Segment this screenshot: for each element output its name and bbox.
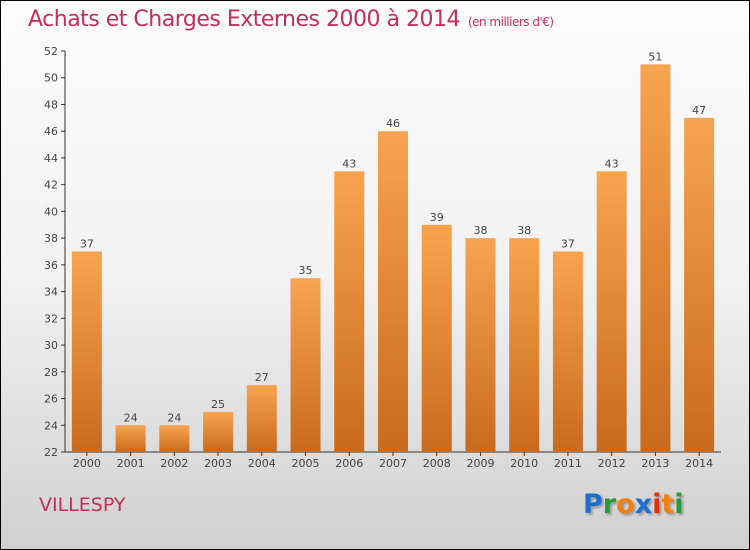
chart-title: Achats et Charges Externes 2000 à 2014 (e… [28, 7, 554, 32]
x-tick-label: 2013 [641, 457, 669, 470]
logo-letter: i [674, 489, 684, 520]
logo-letter: r [602, 489, 617, 520]
y-tick-label: 26 [44, 393, 58, 406]
data-label: 47 [692, 104, 706, 117]
data-label: 39 [430, 211, 444, 224]
x-tick-label: 2005 [292, 457, 320, 470]
x-tick-label: 2001 [117, 457, 145, 470]
logo-letter: P [583, 489, 603, 520]
logo-letter: o [616, 489, 635, 520]
x-tick-label: 2007 [379, 457, 407, 470]
data-label: 35 [299, 264, 313, 277]
x-tick-label: 2004 [248, 457, 276, 470]
bar-2009 [465, 238, 496, 452]
y-tick-label: 34 [44, 286, 58, 299]
x-tick-label: 2009 [466, 457, 494, 470]
bar-2014 [684, 117, 715, 452]
title-text: Achats et Charges Externes 2000 à 2014 [28, 7, 460, 32]
x-tick-label: 2003 [204, 457, 232, 470]
bar-2005 [290, 278, 321, 452]
y-tick-label: 52 [44, 45, 58, 58]
bar-2013 [640, 64, 671, 452]
y-tick-label: 44 [44, 152, 58, 165]
data-label: 43 [342, 157, 356, 170]
y-tick-label: 30 [44, 339, 58, 352]
data-label: 46 [386, 117, 400, 130]
y-tick-label: 48 [44, 98, 58, 111]
y-tick-label: 24 [44, 419, 58, 432]
data-label: 24 [167, 411, 181, 424]
y-tick-label: 28 [44, 366, 58, 379]
proxiti-logo: Proxiti [583, 489, 684, 520]
bar-2001 [115, 425, 146, 452]
data-label: 38 [517, 224, 531, 237]
x-tick-label: 2006 [335, 457, 363, 470]
bar-2000 [71, 251, 102, 452]
y-tick-label: 40 [44, 205, 58, 218]
y-tick-label: 46 [44, 125, 58, 138]
x-tick-label: 2011 [554, 457, 582, 470]
y-tick-label: 22 [44, 446, 58, 459]
x-tick-label: 2012 [598, 457, 626, 470]
bar-2012 [596, 171, 627, 453]
data-label: 24 [124, 411, 138, 424]
bar-2004 [246, 385, 277, 452]
y-tick-label: 38 [44, 232, 58, 245]
data-label: 43 [605, 157, 619, 170]
unit-label: (en milliers d'€) [467, 15, 554, 29]
x-tick-label: 2010 [510, 457, 538, 470]
logo-letter: i [652, 489, 662, 520]
y-tick-label: 36 [44, 259, 58, 272]
logo-letter: t [661, 489, 675, 520]
data-label: 51 [648, 50, 662, 63]
location-label: VILLESPY [39, 494, 126, 516]
y-tick-label: 50 [44, 72, 58, 85]
bar-2007 [378, 131, 408, 452]
bar-2008 [421, 224, 452, 452]
y-tick-label: 42 [44, 179, 58, 192]
data-label: 38 [473, 224, 487, 237]
bar-2006 [334, 171, 365, 453]
bar-2003 [203, 411, 234, 452]
x-tick-label: 2014 [685, 457, 713, 470]
data-label: 25 [211, 398, 225, 411]
y-tick-label: 32 [44, 312, 58, 325]
x-tick-label: 2002 [160, 457, 188, 470]
data-label: 27 [255, 371, 269, 384]
bar-2010 [509, 238, 540, 452]
data-label: 37 [80, 238, 94, 251]
bar-2011 [552, 251, 583, 452]
logo-letter: x [634, 489, 653, 520]
x-tick-label: 2008 [423, 457, 451, 470]
bar-2002 [159, 425, 190, 452]
x-tick-label: 2000 [73, 457, 101, 470]
data-label: 37 [561, 238, 575, 251]
